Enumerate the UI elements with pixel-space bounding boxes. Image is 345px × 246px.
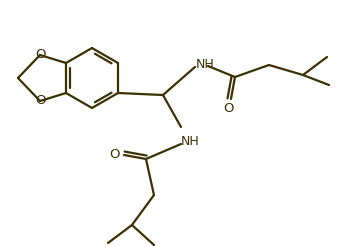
Text: O: O <box>35 94 45 108</box>
Text: NH: NH <box>181 135 200 148</box>
Text: O: O <box>35 48 45 62</box>
Text: O: O <box>110 148 120 160</box>
Text: O: O <box>224 103 234 116</box>
Text: NH: NH <box>196 58 215 71</box>
